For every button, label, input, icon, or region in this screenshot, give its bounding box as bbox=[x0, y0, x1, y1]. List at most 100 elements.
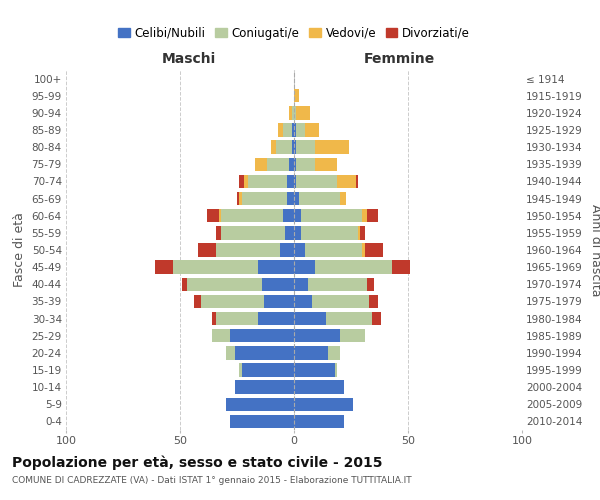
Bar bbox=[248, 174, 294, 188]
Bar bbox=[212, 329, 294, 342]
Bar bbox=[294, 260, 392, 274]
Bar bbox=[217, 244, 294, 256]
Bar bbox=[294, 312, 371, 326]
Bar bbox=[278, 124, 294, 136]
Bar bbox=[294, 106, 310, 120]
Bar bbox=[200, 294, 294, 308]
Bar bbox=[221, 226, 294, 239]
Bar bbox=[155, 260, 294, 274]
Bar bbox=[294, 209, 362, 222]
Bar bbox=[226, 346, 294, 360]
Bar bbox=[255, 158, 294, 171]
Bar bbox=[235, 380, 294, 394]
Bar bbox=[173, 260, 294, 274]
Bar bbox=[294, 140, 296, 154]
Bar bbox=[283, 209, 294, 222]
Bar bbox=[226, 398, 294, 411]
Bar bbox=[217, 226, 294, 239]
Bar bbox=[221, 209, 294, 222]
Bar bbox=[294, 124, 319, 136]
Bar bbox=[230, 414, 294, 428]
Bar bbox=[266, 158, 294, 171]
Bar bbox=[235, 380, 294, 394]
Bar bbox=[294, 364, 337, 376]
Bar bbox=[230, 414, 294, 428]
Bar bbox=[294, 209, 379, 222]
Bar bbox=[294, 260, 410, 274]
Bar bbox=[187, 278, 294, 291]
Bar bbox=[271, 140, 294, 154]
Bar bbox=[194, 294, 294, 308]
Bar bbox=[230, 329, 294, 342]
Bar bbox=[173, 260, 294, 274]
Y-axis label: Anni di nascita: Anni di nascita bbox=[589, 204, 600, 296]
Bar bbox=[294, 174, 358, 188]
Bar bbox=[212, 312, 294, 326]
Bar bbox=[294, 124, 305, 136]
Bar bbox=[276, 140, 294, 154]
Bar bbox=[294, 140, 314, 154]
Bar bbox=[294, 174, 356, 188]
Bar bbox=[200, 294, 294, 308]
Bar bbox=[294, 158, 296, 171]
Bar bbox=[239, 192, 294, 205]
Bar bbox=[255, 158, 294, 171]
Bar bbox=[287, 174, 294, 188]
Bar bbox=[294, 209, 367, 222]
Bar bbox=[237, 192, 294, 205]
Bar bbox=[280, 244, 294, 256]
Bar bbox=[294, 226, 365, 239]
Bar bbox=[244, 174, 294, 188]
Text: COMUNE DI CADREZZATE (VA) - Dati ISTAT 1° gennaio 2015 - Elaborazione TUTTITALIA: COMUNE DI CADREZZATE (VA) - Dati ISTAT 1… bbox=[12, 476, 412, 485]
Bar bbox=[262, 278, 294, 291]
Bar bbox=[294, 294, 312, 308]
Bar bbox=[292, 140, 294, 154]
Bar bbox=[294, 312, 326, 326]
Bar bbox=[294, 89, 299, 102]
Bar bbox=[294, 380, 344, 394]
Y-axis label: Fasce di età: Fasce di età bbox=[13, 212, 26, 288]
Bar bbox=[294, 140, 349, 154]
Bar bbox=[294, 346, 340, 360]
Bar bbox=[294, 244, 365, 256]
Bar bbox=[294, 192, 346, 205]
Bar bbox=[294, 278, 367, 291]
Bar bbox=[182, 278, 294, 291]
Text: Maschi: Maschi bbox=[162, 52, 216, 66]
Text: Popolazione per età, sesso e stato civile - 2015: Popolazione per età, sesso e stato civil… bbox=[12, 455, 383, 469]
Bar bbox=[226, 398, 294, 411]
Bar bbox=[294, 260, 314, 274]
Bar bbox=[278, 124, 294, 136]
Bar bbox=[294, 158, 314, 171]
Bar bbox=[294, 294, 369, 308]
Bar bbox=[294, 226, 360, 239]
Bar bbox=[294, 278, 367, 291]
Bar bbox=[239, 174, 294, 188]
Bar bbox=[294, 329, 340, 342]
Bar bbox=[239, 364, 294, 376]
Bar bbox=[294, 398, 353, 411]
Bar bbox=[294, 398, 353, 411]
Bar bbox=[292, 124, 294, 136]
Bar bbox=[212, 329, 294, 342]
Bar bbox=[226, 398, 294, 411]
Bar bbox=[294, 329, 365, 342]
Bar bbox=[294, 329, 365, 342]
Bar bbox=[294, 380, 344, 394]
Bar bbox=[294, 260, 392, 274]
Bar bbox=[294, 278, 374, 291]
Bar bbox=[289, 106, 294, 120]
Legend: Celibi/Nubili, Coniugati/e, Vedovi/e, Divorziati/e: Celibi/Nubili, Coniugati/e, Vedovi/e, Di… bbox=[113, 22, 475, 44]
Bar bbox=[294, 364, 335, 376]
Bar bbox=[257, 260, 294, 274]
Bar bbox=[294, 209, 301, 222]
Bar bbox=[235, 380, 294, 394]
Bar bbox=[198, 244, 294, 256]
Bar bbox=[294, 124, 319, 136]
Bar bbox=[294, 329, 365, 342]
Bar bbox=[283, 124, 294, 136]
Bar bbox=[294, 380, 344, 394]
Bar bbox=[294, 380, 344, 394]
Bar bbox=[294, 414, 344, 428]
Bar bbox=[226, 346, 294, 360]
